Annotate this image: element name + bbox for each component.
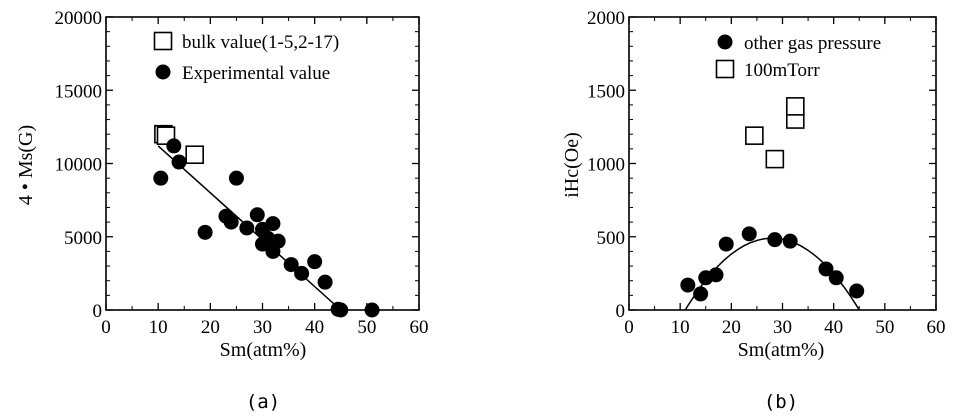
y-tick-label-a: 0	[93, 301, 103, 322]
x-tick-label-a: 0	[101, 317, 111, 338]
data-point-a-s1	[153, 170, 169, 186]
x-tick-label-b: 10	[671, 317, 690, 338]
x-tick-label-b: 40	[824, 317, 843, 338]
y-tick-label-b: 1500	[587, 81, 625, 102]
data-point-a-s1	[249, 207, 265, 223]
y-tick-label-a: 10000	[55, 155, 103, 176]
data-point-a-s1	[223, 214, 239, 230]
data-point-a-s1	[294, 265, 310, 281]
x-tick-label-a: 20	[201, 317, 220, 338]
y-tick-label-b: 0	[616, 301, 626, 322]
data-point-b-s1	[785, 97, 805, 116]
data-point-b-s1	[765, 149, 785, 169]
data-point-a-s1	[307, 254, 323, 270]
panel-label-a: (a)	[246, 391, 280, 413]
legend-marker-a-s1	[155, 64, 171, 80]
x-tick-label-a: 40	[305, 317, 324, 338]
panel-a: 4 • Ms(G) Sm(atm%) (a) 0 10 20 30 40 50 60 0 500…	[15, 8, 429, 413]
legend-marker-b-s1	[715, 59, 735, 79]
data-point-b-s0	[708, 267, 724, 283]
data-point-a-s0	[185, 145, 204, 165]
x-tick-label-b: 60	[927, 317, 946, 338]
legend-label-a-s1: Experimental value	[182, 63, 330, 84]
x-axis-label-a: Sm(atm%)	[220, 339, 307, 361]
y-axis-label-a: 4 • Ms(G)	[15, 125, 37, 205]
data-point-a-s1	[270, 233, 286, 249]
panel-b: iHc(Oe) Sm(atm%) (b) 0 10 20 30 40 50 60 0 500 10…	[561, 8, 946, 413]
legend-label-a-s0: bulk value(1-5,2-17)	[182, 32, 339, 53]
data-point-a-s1	[317, 274, 333, 290]
y-tick-label-b: 500	[597, 228, 626, 249]
data-point-a-s1	[228, 170, 244, 186]
data-point-a-s1	[171, 154, 187, 170]
x-tick-label-b: 50	[875, 317, 894, 338]
data-point-a-s1	[166, 138, 182, 154]
data-point-b-s1	[745, 126, 764, 145]
plot-frame-a	[105, 16, 420, 311]
x-tick-label-a: 60	[410, 317, 429, 338]
x-tick-label-b: 30	[773, 317, 792, 338]
data-point-a-s1	[283, 257, 299, 273]
data-point-b-s0	[680, 277, 696, 293]
y-tick-label-a: 20000	[55, 8, 103, 29]
data-point-a-s1	[333, 302, 349, 318]
data-point-b-s0	[741, 226, 757, 242]
panel-label-b: (b)	[764, 391, 798, 413]
data-point-b-s0	[849, 283, 865, 299]
data-point-b-s0	[828, 270, 844, 286]
x-tick-label-b: 0	[624, 317, 634, 338]
y-tick-label-a: 5000	[64, 228, 102, 249]
data-point-b-s0	[693, 286, 709, 302]
y-axis-label-b: iHc(Oe)	[561, 132, 583, 198]
x-tick-label-b: 20	[722, 317, 741, 338]
data-point-b-s0	[782, 233, 798, 249]
legend-marker-a-s0	[153, 31, 173, 51]
data-point-a-s1	[239, 220, 255, 236]
x-tick-label-a: 50	[357, 317, 376, 338]
data-point-b-s0	[718, 236, 734, 252]
data-point-a-s1	[197, 224, 213, 240]
x-axis-label-b: Sm(atm%)	[738, 339, 825, 361]
y-tick-label-b: 2000	[587, 8, 625, 29]
data-point-b-s0	[767, 232, 783, 248]
y-tick-label-b: 1000	[587, 155, 625, 176]
x-tick-label-a: 10	[149, 317, 168, 338]
legend-marker-b-s0	[717, 34, 733, 50]
data-point-b-s0	[818, 261, 834, 277]
legend-label-b-s1: 100mTorr	[744, 60, 820, 81]
legend-label-b-s0: other gas pressure	[744, 33, 881, 54]
y-tick-label-a: 15000	[55, 81, 103, 102]
data-point-a-s1	[364, 302, 380, 318]
x-tick-label-a: 30	[253, 317, 272, 338]
data-point-a-s1	[265, 216, 281, 232]
